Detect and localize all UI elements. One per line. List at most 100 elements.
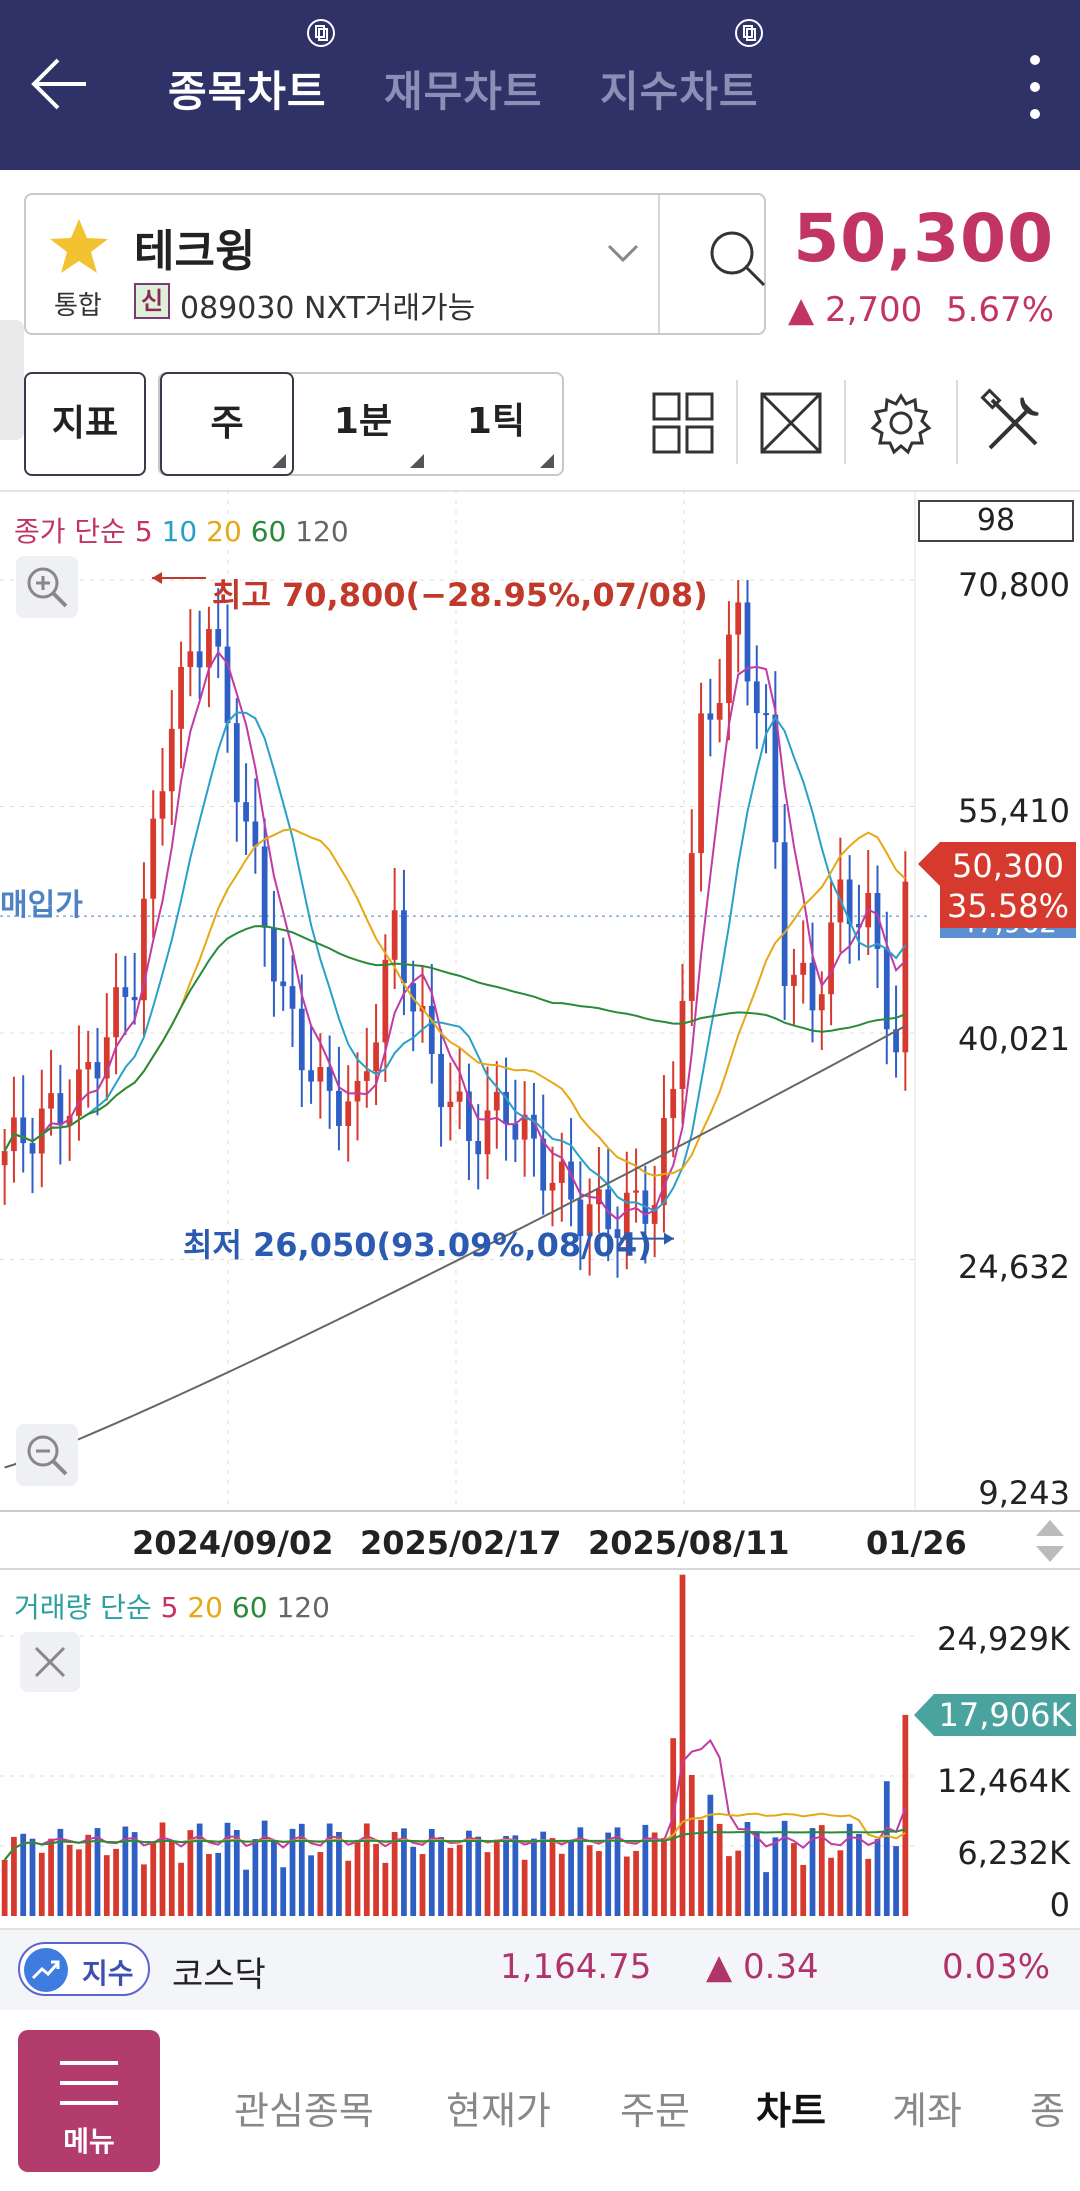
candle-body bbox=[623, 1192, 630, 1239]
volume-bar bbox=[540, 1831, 547, 1916]
tools-icon[interactable] bbox=[978, 388, 1048, 458]
period-weekly-button[interactable]: 주 bbox=[160, 372, 294, 476]
index-pill-label: 지수 bbox=[82, 1957, 134, 1990]
candle-body bbox=[688, 853, 695, 1001]
top-header: 종목차트 재무차트 지수차트 bbox=[0, 0, 1080, 170]
volume-legend-prefix: 거래량 단순 bbox=[14, 1591, 152, 1624]
dropdown-corner-icon bbox=[410, 454, 424, 468]
price-chart-area[interactable] bbox=[0, 490, 1080, 1510]
index-ticker-bar[interactable] bbox=[0, 1928, 1080, 2010]
high-annotation: 최고 70,800(−28.95%,07/08) bbox=[212, 576, 708, 614]
divider bbox=[658, 195, 660, 333]
gear-settings-icon[interactable] bbox=[866, 388, 936, 458]
ma120-line bbox=[4, 1025, 906, 1469]
candle-body bbox=[131, 996, 138, 1001]
volume-bar bbox=[308, 1855, 314, 1916]
menu-button[interactable]: 메뉴 bbox=[18, 2030, 160, 2172]
volume-bar bbox=[484, 1852, 491, 1916]
candle-body bbox=[605, 1189, 612, 1230]
grid-layout-icon[interactable] bbox=[648, 388, 718, 458]
star-favorite-icon[interactable] bbox=[48, 217, 110, 275]
volume-legend-ma5: 5 bbox=[160, 1591, 179, 1624]
nav-chart[interactable]: 차트 bbox=[756, 2089, 826, 2133]
expand-fullscreen-icon[interactable] bbox=[756, 388, 826, 458]
close-icon[interactable] bbox=[20, 1632, 80, 1692]
legend-prefix: 종가 단순 bbox=[14, 515, 126, 548]
candle-body bbox=[363, 1071, 370, 1081]
volume-chart[interactable] bbox=[0, 1568, 1080, 1924]
index-pill[interactable]: 지수 bbox=[18, 1942, 150, 1996]
volume-ma20-line bbox=[3, 1812, 906, 1861]
volume-bar bbox=[661, 1838, 667, 1916]
stock-selector[interactable]: 테크윙 통합 신 089030 NXT거래가능 bbox=[24, 193, 766, 335]
candle-count-box[interactable]: 98 bbox=[918, 500, 1074, 542]
candle-body bbox=[856, 924, 862, 928]
volume-bar bbox=[558, 1853, 565, 1916]
search-icon[interactable] bbox=[706, 227, 768, 289]
current-price-tag-pct: 35.58% bbox=[946, 887, 1069, 925]
candle-body bbox=[596, 1189, 602, 1205]
chevron-down-icon[interactable] bbox=[606, 241, 640, 265]
volume-bar bbox=[103, 1855, 110, 1916]
candle-body bbox=[633, 1190, 639, 1193]
indicator-button[interactable]: 지표 bbox=[24, 372, 146, 476]
candle-body bbox=[503, 1091, 509, 1124]
nav-current-price[interactable]: 현재가 bbox=[446, 2089, 551, 2133]
stock-name: 테크윙 bbox=[134, 226, 256, 277]
period-1min-button[interactable]: 1분 bbox=[296, 372, 430, 476]
volume-bar bbox=[317, 1852, 324, 1916]
volume-bar bbox=[475, 1836, 482, 1916]
candle-body bbox=[271, 927, 277, 982]
legend-ma20: 20 bbox=[206, 515, 242, 548]
candle-body bbox=[707, 713, 714, 720]
volume-bar bbox=[623, 1856, 630, 1916]
candle-body bbox=[85, 1062, 92, 1070]
zoom-out-icon[interactable] bbox=[16, 1424, 78, 1486]
tab-stock-chart[interactable]: 종목차트 bbox=[168, 67, 327, 116]
volume-chart-area[interactable] bbox=[0, 1568, 1080, 1924]
volume-bar bbox=[326, 1823, 333, 1916]
volume-bar bbox=[698, 1819, 704, 1916]
volume-bar bbox=[159, 1822, 166, 1916]
candle-body bbox=[558, 1161, 565, 1183]
tab-financial-chart[interactable]: 재무차트 bbox=[384, 67, 543, 116]
candle-body bbox=[373, 1042, 379, 1072]
nav-account[interactable]: 계좌 bbox=[892, 2089, 962, 2133]
candle-body bbox=[735, 602, 742, 635]
volume-bar bbox=[549, 1838, 556, 1916]
candle-body bbox=[466, 1091, 472, 1142]
nav-order[interactable]: 주문 bbox=[620, 2089, 690, 2133]
candle-body bbox=[38, 1108, 45, 1154]
candle-body bbox=[893, 1029, 899, 1053]
nav-more-partial[interactable]: 종 bbox=[1030, 2089, 1065, 2133]
volume-bar bbox=[707, 1794, 714, 1916]
period-1tick-button[interactable]: 1틱 bbox=[430, 372, 562, 476]
candle-body bbox=[252, 821, 259, 847]
candle-body bbox=[475, 1141, 482, 1155]
price-change: ▲ 2,700 bbox=[788, 290, 923, 330]
scroll-up-down-icon[interactable] bbox=[1032, 1516, 1068, 1566]
candle-body bbox=[493, 1091, 500, 1111]
back-arrow-icon[interactable] bbox=[28, 52, 92, 116]
volume-bar bbox=[280, 1867, 287, 1916]
volume-bar bbox=[66, 1844, 73, 1916]
candle-body bbox=[345, 1101, 352, 1126]
zoom-in-icon[interactable] bbox=[16, 556, 78, 618]
candle-body bbox=[809, 962, 816, 1011]
candle-body bbox=[456, 1091, 463, 1102]
volume-bar bbox=[493, 1839, 500, 1916]
volume-bar bbox=[651, 1832, 658, 1916]
volume-bar bbox=[893, 1846, 899, 1916]
volume-legend: 거래량 단순 5 20 60 120 bbox=[14, 1586, 330, 1626]
side-drawer-handle[interactable] bbox=[0, 320, 24, 440]
kebab-menu-icon[interactable] bbox=[1022, 52, 1048, 122]
volume-bar bbox=[11, 1836, 17, 1916]
nav-watchlist[interactable]: 관심종목 bbox=[234, 2089, 374, 2133]
volume-bar bbox=[85, 1834, 92, 1916]
volume-bar bbox=[902, 1714, 909, 1916]
candle-body bbox=[484, 1110, 491, 1155]
candle-body bbox=[20, 1117, 27, 1144]
tab-index-chart[interactable]: 지수차트 bbox=[600, 67, 759, 116]
candlestick-chart[interactable] bbox=[0, 490, 1080, 1510]
period-selector bbox=[158, 372, 564, 476]
